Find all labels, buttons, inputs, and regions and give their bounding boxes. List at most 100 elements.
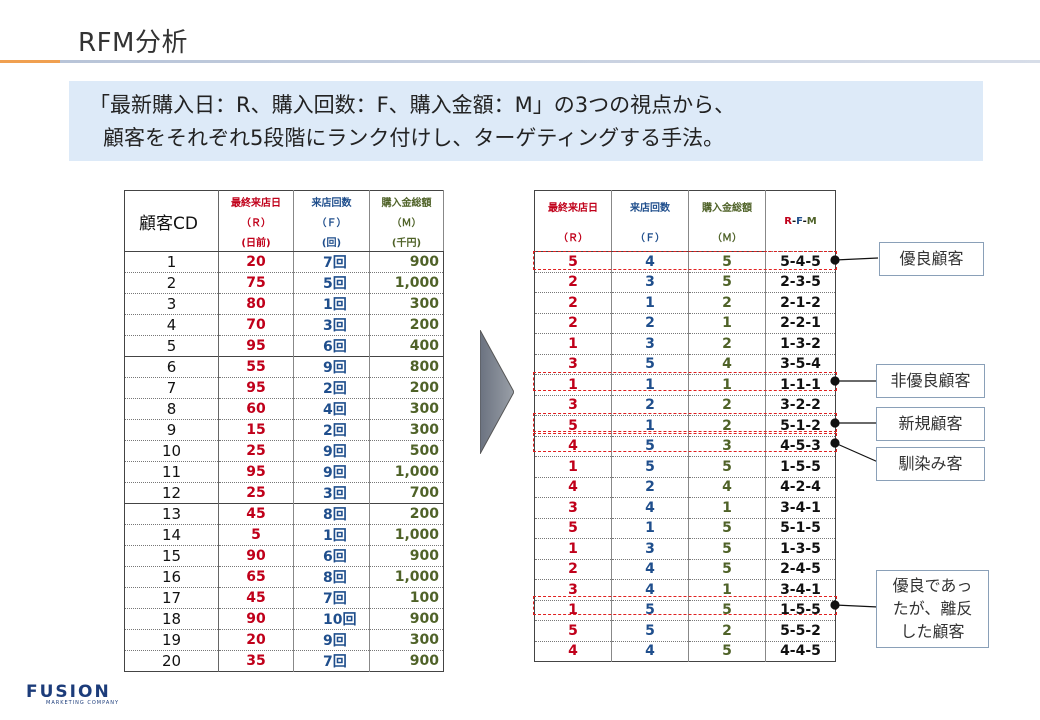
rank-row: 5 1 5 5-1-5 bbox=[534, 517, 836, 539]
frequency-cell: 5回 bbox=[293, 272, 370, 294]
rank-frequency-cell: 2 bbox=[611, 394, 689, 416]
rank-recency-cell: 4 bbox=[534, 640, 612, 662]
customer-cd-cell: 13 bbox=[124, 503, 219, 525]
rank-rfm-cell: 5-5-2 bbox=[765, 620, 836, 641]
rank-rfm-cell: 3-5-4 bbox=[765, 353, 836, 375]
frequency-cell: 10回 bbox=[293, 608, 370, 630]
customer-cd-cell: 11 bbox=[124, 461, 219, 483]
rank-row: 1 5 5 1-5-5 bbox=[534, 599, 836, 621]
rank-row: 4 4 5 4-4-5 bbox=[534, 640, 836, 662]
customer-row: 15 90 6回 900 bbox=[124, 545, 444, 567]
customer-row: 2 75 5回 1,000 bbox=[124, 272, 444, 294]
callout-lapsed-line-1: 優良であっ bbox=[892, 576, 973, 595]
monetary-cell: 200 bbox=[369, 503, 444, 525]
frequency-cell: 2回 bbox=[293, 377, 370, 399]
rank-rfm-cell: 5-4-5 bbox=[765, 251, 836, 272]
rfm-m: M bbox=[806, 215, 817, 227]
rank-frequency-cell: 2 bbox=[611, 476, 689, 498]
customer-cd-cell: 7 bbox=[124, 377, 219, 399]
rank-row: 1 3 5 1-3-5 bbox=[534, 538, 836, 559]
rank-monetary-cell: 2 bbox=[688, 394, 766, 416]
rank-row: 5 5 2 5-5-2 bbox=[534, 620, 836, 641]
callout-lapsed-customer: 優良であっ たが、離反 した顧客 bbox=[876, 570, 989, 648]
rank-row: 2 3 5 2-3-5 bbox=[534, 271, 836, 293]
monetary-cell: 400 bbox=[369, 335, 444, 357]
rfm-rank-table: 最終来店日 来店回数 購入金総額 R-F-M （Ｒ） （Ｆ） （Ｍ） 5 4 5 5-… bbox=[534, 190, 836, 662]
customer-row: 11 95 9回 1,000 bbox=[124, 461, 444, 483]
recency-cell: 65 bbox=[218, 566, 294, 588]
rank-recency-cell: 5 bbox=[534, 415, 612, 436]
rank-row: 5 4 5 5-4-5 bbox=[534, 251, 836, 272]
monetary-cell: 1,000 bbox=[369, 566, 444, 588]
monetary-cell: 100 bbox=[369, 587, 444, 609]
rank-rfm-cell: 1-3-2 bbox=[765, 333, 836, 354]
recency-cell: 45 bbox=[218, 587, 294, 609]
customer-cd-cell: 9 bbox=[124, 419, 219, 441]
callout-non-loyal-customer: 非優良顧客 bbox=[876, 364, 985, 398]
recency-cell: 55 bbox=[218, 356, 294, 378]
rank-recency-cell: 2 bbox=[534, 312, 612, 334]
recency-cell: 90 bbox=[218, 608, 294, 630]
recency-cell: 75 bbox=[218, 272, 294, 294]
rank-rfm-cell: 1-5-5 bbox=[765, 456, 836, 477]
frequency-cell: 9回 bbox=[293, 629, 370, 651]
customer-row: 14 5 1回 1,000 bbox=[124, 524, 444, 546]
monetary-cell: 500 bbox=[369, 440, 444, 462]
rank-header-monetary: 購入金総額 bbox=[688, 190, 766, 221]
rank-frequency-cell: 4 bbox=[611, 640, 689, 662]
frequency-cell: 7回 bbox=[293, 251, 370, 273]
frequency-cell: 6回 bbox=[293, 545, 370, 567]
rank-monetary-cell: 1 bbox=[688, 374, 766, 395]
rank-row: 3 2 2 3-2-2 bbox=[534, 394, 836, 416]
customer-cd-cell: 6 bbox=[124, 356, 219, 378]
customer-raw-table: 顧客CD 最終来店日 来店回数 購入金総額 （Ｒ） （Ｆ） （Ｍ） (日前) (… bbox=[124, 190, 444, 672]
rank-rfm-cell: 2-4-5 bbox=[765, 558, 836, 580]
rank-monetary-cell: 2 bbox=[688, 333, 766, 354]
rank-frequency-cell: 1 bbox=[611, 415, 689, 436]
customer-cd-cell: 10 bbox=[124, 440, 219, 462]
customer-row: 8 60 4回 300 bbox=[124, 398, 444, 420]
recency-cell: 60 bbox=[218, 398, 294, 420]
rank-row: 3 5 4 3-5-4 bbox=[534, 353, 836, 375]
left-header-row-1: 顧客CD 最終来店日 来店回数 購入金総額 bbox=[124, 190, 444, 252]
rank-recency-cell: 3 bbox=[534, 579, 612, 600]
frequency-cell: 6回 bbox=[293, 335, 370, 357]
frequency-cell: 2回 bbox=[293, 419, 370, 441]
rank-frequency-cell: 1 bbox=[611, 292, 689, 313]
rank-recency-cell: 3 bbox=[534, 497, 612, 518]
customer-cd-cell: 20 bbox=[124, 650, 219, 672]
rank-row: 1 3 2 1-3-2 bbox=[534, 333, 836, 354]
rank-header-frequency: 来店回数 bbox=[611, 190, 689, 221]
rank-row: 4 2 4 4-2-4 bbox=[534, 476, 836, 498]
frequency-cell: 4回 bbox=[293, 398, 370, 420]
rank-frequency-cell: 5 bbox=[611, 620, 689, 641]
rank-monetary-cell: 5 bbox=[688, 271, 766, 293]
rank-rfm-cell: 1-3-5 bbox=[765, 538, 836, 559]
monetary-cell: 300 bbox=[369, 419, 444, 441]
rank-recency-cell: 1 bbox=[534, 538, 612, 559]
header-monetary-code: （Ｍ） bbox=[369, 211, 444, 231]
recency-cell: 80 bbox=[218, 293, 294, 315]
rank-frequency-cell: 4 bbox=[611, 497, 689, 518]
header-monetary: 購入金総額 bbox=[369, 190, 444, 211]
rank-recency-cell: 4 bbox=[534, 476, 612, 498]
rank-header-rfm: R-F-M bbox=[765, 190, 836, 252]
customer-cd-cell: 3 bbox=[124, 293, 219, 315]
rank-rfm-cell: 2-3-5 bbox=[765, 271, 836, 293]
monetary-cell: 300 bbox=[369, 398, 444, 420]
rank-frequency-cell: 1 bbox=[611, 374, 689, 395]
rank-monetary-cell: 2 bbox=[688, 415, 766, 436]
rank-rfm-cell: 4-4-5 bbox=[765, 640, 836, 662]
lead-box: 「最新購入日：R、購入回数：F、購入金額：M」の3つの視点から、 顧客をそれぞれ… bbox=[69, 81, 983, 161]
rank-recency-cell: 1 bbox=[534, 374, 612, 395]
rank-recency-cell: 5 bbox=[534, 517, 612, 539]
customer-row: 3 80 1回 300 bbox=[124, 293, 444, 315]
customer-row: 13 45 8回 200 bbox=[124, 503, 444, 525]
monetary-cell: 900 bbox=[369, 650, 444, 672]
recency-cell: 15 bbox=[218, 419, 294, 441]
customer-cd-cell: 16 bbox=[124, 566, 219, 588]
rfm-dash-2: - bbox=[802, 215, 807, 227]
monetary-cell: 800 bbox=[369, 356, 444, 378]
customer-cd-cell: 18 bbox=[124, 608, 219, 630]
rank-monetary-cell: 5 bbox=[688, 517, 766, 539]
